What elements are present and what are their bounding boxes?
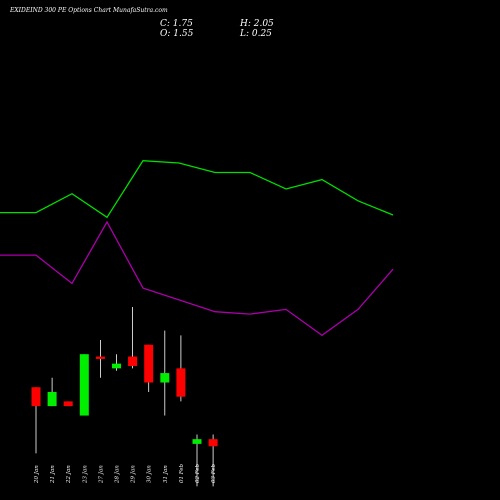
- low-value: L: 0.25: [239, 29, 272, 39]
- close-value: C: 1.75: [160, 19, 193, 29]
- x-tick-label: 27 Jan: [98, 465, 104, 484]
- candle-body: [63, 401, 73, 407]
- x-tick-label: 02 Feb: [195, 463, 201, 483]
- x-tick-label: 30 Jan: [147, 465, 153, 483]
- candlesticks: [31, 307, 218, 487]
- x-tick-label: 22 Jan: [66, 465, 72, 484]
- x-tick-label: 20 Jan: [34, 465, 40, 484]
- candle-body: [31, 387, 41, 407]
- upper-band-line: [0, 160, 394, 219]
- x-tick-label: 28 Jan: [115, 465, 121, 484]
- candle-body: [79, 354, 89, 416]
- x-tick-label: 01 Feb: [179, 463, 185, 483]
- chart-title: EXIDEIND 300 PE Options Chart MunafaSutr…: [9, 7, 168, 14]
- x-tick-label: 31 Jan: [163, 465, 169, 483]
- x-tick-label: 21 Jan: [50, 465, 56, 484]
- candle-body: [95, 356, 105, 359]
- x-tick-label: 29 Jan: [131, 465, 137, 484]
- candle-body: [128, 356, 138, 366]
- x-tick-label: 03 Feb: [211, 463, 217, 483]
- candle-body: [160, 373, 170, 383]
- open-value: O: 1.55: [160, 29, 194, 39]
- candle-body: [208, 439, 218, 447]
- candle-body: [144, 344, 154, 383]
- lower-band-line: [0, 220, 394, 337]
- x-tick-label: 23 Jan: [82, 465, 88, 484]
- indicator-bands: [0, 160, 394, 337]
- candle-body: [192, 439, 202, 444]
- high-value: H: 2.05: [239, 19, 274, 29]
- x-axis-ticks: 20 Jan 21 Jan 22 Jan 23 Jan 27 Jan 28 Jan 29 J…: [34, 463, 217, 484]
- candle-body: [47, 391, 57, 407]
- candle-body: [176, 368, 186, 397]
- candle-body: [112, 363, 121, 369]
